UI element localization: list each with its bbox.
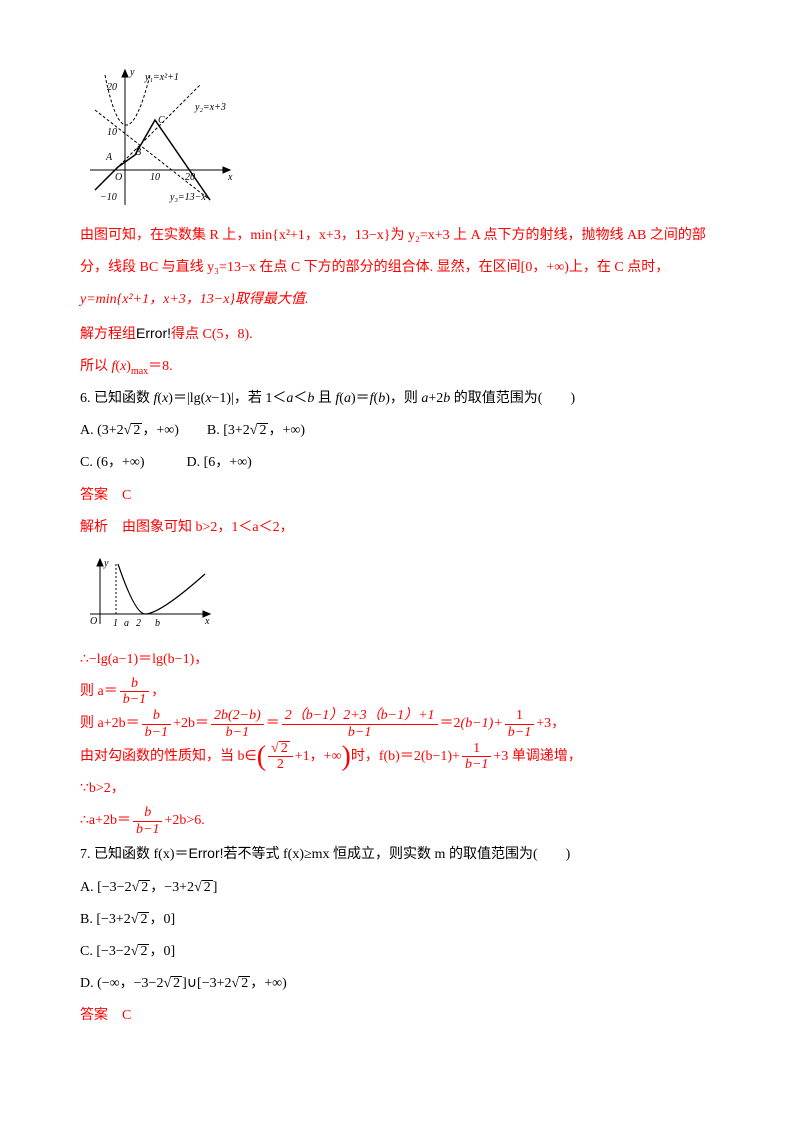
- svg-text:a: a: [124, 618, 129, 629]
- q7-opt-b: B. [−3+2√2，0]: [80, 904, 720, 936]
- svg-text:A: A: [105, 152, 113, 163]
- svg-text:20: 20: [107, 82, 117, 93]
- expl-because: ∵b>2，: [80, 773, 720, 805]
- q7-opt-a: A. [−3−2√2，−3+2√2]: [80, 872, 720, 904]
- expl-a2b: 则 a+2b＝bb−1+2b＝2b(2−b)b−1＝2（b−1）2+3（b−1）…: [80, 708, 720, 740]
- svg-text:1: 1: [113, 618, 118, 629]
- graph-2: y O x 1 a 2 b: [80, 554, 720, 634]
- svg-text:C: C: [158, 115, 165, 126]
- svg-text:O: O: [115, 172, 122, 183]
- svg-text:10: 10: [150, 172, 160, 183]
- svg-text:y₃=13−x: y₃=13−x: [169, 192, 206, 203]
- svg-text:y₂=x+3: y₂=x+3: [194, 102, 226, 113]
- explanation-para-4: 所以 f(x)max＝8.: [80, 351, 720, 383]
- q6-opt-ab: A. (3+2√2，+∞) B. [3+2√2，+∞): [80, 415, 720, 447]
- graph-1: y y₁=x²+1 y₂=x+3 y₃=13−x x A B C O 20 10…: [80, 60, 720, 210]
- explanation-para-2: y=min{x²+1，x+3，13−x}取得最大值.: [80, 284, 720, 316]
- svg-text:2: 2: [136, 618, 141, 629]
- explanation-para-3: 解方程组Error!得点 C(5，8).: [80, 317, 720, 351]
- svg-text:y: y: [129, 67, 135, 78]
- svg-text:−10: −10: [100, 192, 117, 203]
- svg-text:b: b: [155, 618, 160, 629]
- svg-text:y: y: [103, 558, 109, 569]
- q6-stem: 6. 已知函数 f(x)＝|lg(x−1)|，若 1＜a＜b 且 f(a)＝f(…: [80, 383, 720, 415]
- svg-text:x: x: [204, 616, 210, 627]
- expl-lg: ∴−lg(a−1)＝lg(b−1)，: [80, 644, 720, 676]
- expl-gou: 由对勾函数的性质知，当 b∈(√22+1，+∞)时，f(b)＝2(b−1)+1b…: [80, 741, 720, 773]
- svg-text:O: O: [90, 616, 97, 627]
- svg-text:B: B: [135, 147, 141, 158]
- svg-text:y₁=x²+1: y₁=x²+1: [144, 72, 179, 83]
- q7-stem: 7. 已知函数 f(x)＝Error!若不等式 f(x)≥mx 恒成立，则实数 …: [80, 837, 720, 871]
- svg-text:x: x: [227, 172, 233, 183]
- q6-opt-cd: C. (6，+∞) D. [6，+∞): [80, 447, 720, 479]
- explanation-para-1: 由图可知，在实数集 R 上，min{x²+1，x+3，13−x}为 y₂=x+3…: [80, 220, 720, 284]
- expl-a-eq: 则 a＝bb−1，: [80, 676, 720, 708]
- q7-answer: 答案 C: [80, 1000, 720, 1032]
- svg-text:20: 20: [185, 172, 195, 183]
- q6-explain-1: 解析 由图象可知 b>2，1＜a＜2，: [80, 512, 720, 544]
- svg-text:10: 10: [107, 127, 117, 138]
- q7-opt-c: C. [−3−2√2，0]: [80, 936, 720, 968]
- q6-answer: 答案 C: [80, 480, 720, 512]
- q7-opt-d: D. (−∞，−3−2√2]∪[−3+2√2，+∞): [80, 968, 720, 1000]
- expl-therefore: ∴a+2b＝bb−1+2b>6.: [80, 805, 720, 837]
